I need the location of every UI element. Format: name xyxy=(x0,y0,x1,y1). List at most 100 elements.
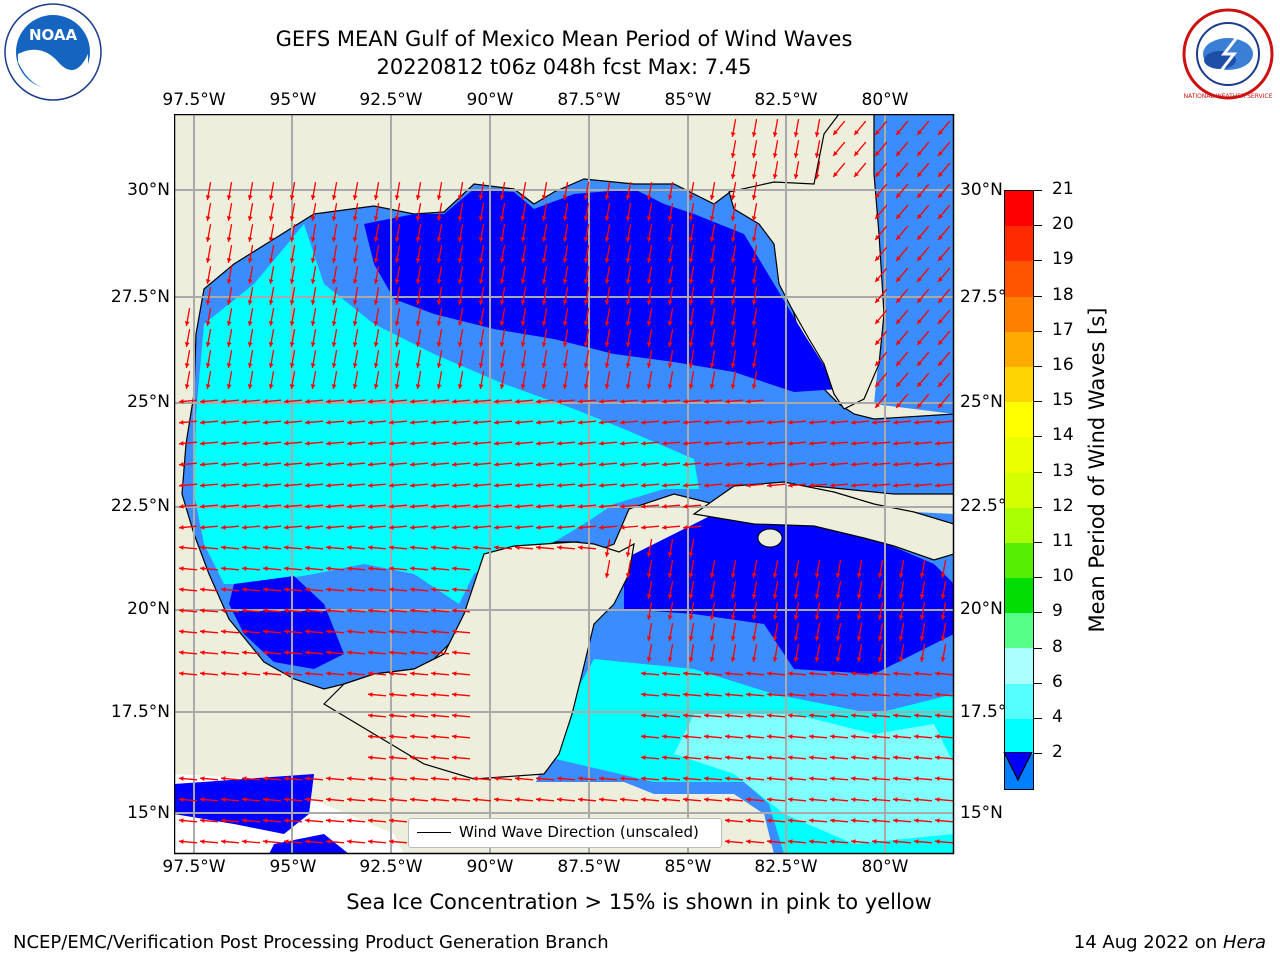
wind-arrow-head xyxy=(814,573,820,578)
wind-arrow-head xyxy=(914,797,919,802)
wind-arrow-head xyxy=(436,258,442,263)
wind-arrow-head xyxy=(478,321,484,326)
wind-arrow-head xyxy=(662,462,667,467)
wind-arrow-head xyxy=(938,130,943,135)
wind-arrow-head xyxy=(494,776,499,781)
wind-arrow-head xyxy=(352,384,358,389)
wind-arrow-head xyxy=(809,483,814,488)
wind-arrow-head xyxy=(604,552,610,557)
wind-arrow-head xyxy=(683,399,688,404)
wind-arrow-head xyxy=(457,384,463,389)
wind-arrow-head xyxy=(347,441,352,446)
wind-arrow-head xyxy=(704,755,709,760)
wind-arrow-head xyxy=(641,504,646,509)
wind-arrow-head xyxy=(667,300,673,305)
wind-arrow-head xyxy=(641,755,646,760)
wind-arrow-head xyxy=(242,399,247,404)
wind-arrow-head xyxy=(620,399,625,404)
sea-ice-note: Sea Ice Concentration > 15% is shown in … xyxy=(346,890,932,914)
wind-arrow-head xyxy=(709,636,715,641)
wind-arrow-head xyxy=(688,195,694,200)
wind-arrow-head xyxy=(620,441,625,446)
wind-arrow-head xyxy=(352,216,358,221)
wind-arrow-head xyxy=(247,300,253,305)
wind-arrow-head xyxy=(368,839,373,844)
wind-arrow-head xyxy=(263,587,268,592)
wind-arrow-head xyxy=(242,818,247,823)
wind-arrow-head xyxy=(410,525,415,530)
wind-arrow-head xyxy=(578,462,583,467)
wind-arrow-head xyxy=(473,525,478,530)
wind-arrow-head xyxy=(788,462,793,467)
wind-arrow-head xyxy=(200,587,205,592)
florida xyxy=(728,114,885,410)
wind-arrow-head xyxy=(788,734,793,739)
wind-arrow-head xyxy=(751,573,757,578)
wind-arrow-head xyxy=(562,237,568,242)
wind-arrow-head xyxy=(431,462,436,467)
wind-arrow-head xyxy=(625,237,631,242)
wind-arrow-head xyxy=(793,153,799,158)
wind-arrow-head xyxy=(415,384,421,389)
wind-arrow-head xyxy=(835,594,841,599)
wind-arrow-head xyxy=(452,566,457,571)
footer-date-text: 14 Aug 2022 on xyxy=(1073,932,1223,953)
wind-arrow-head xyxy=(541,195,547,200)
wind-arrow-head xyxy=(431,566,436,571)
wind-arrow-head xyxy=(389,734,394,739)
footer-host: Hera xyxy=(1222,932,1266,953)
wind-arrow-head xyxy=(389,629,394,634)
wind-arrow-head xyxy=(326,629,331,634)
colorbar-segment xyxy=(1005,402,1033,438)
wind-arrow-head xyxy=(284,420,289,425)
wind-arrow-head xyxy=(431,420,436,425)
wind-arrow-head xyxy=(730,573,736,578)
wind-arrow-head xyxy=(310,237,316,242)
wind-arrow-head xyxy=(452,629,457,634)
wind-arrow-head xyxy=(646,258,652,263)
wind-arrow-head xyxy=(620,504,625,509)
wind-arrow-head xyxy=(200,671,205,676)
wind-arrow-head xyxy=(515,776,520,781)
wind-arrow-head xyxy=(179,483,184,488)
wind-arrow-head xyxy=(914,420,919,425)
wind-arrow-head xyxy=(872,818,877,823)
wind-arrow-head xyxy=(914,671,919,676)
lon-label: 95°W xyxy=(269,857,317,877)
wind-arrow-head xyxy=(688,279,694,284)
wind-arrow-head xyxy=(896,382,901,387)
wind-arrow-head xyxy=(704,797,709,802)
colorbar-segment xyxy=(1005,507,1033,543)
wind-arrow-head xyxy=(788,671,793,676)
colorbar-segment xyxy=(1005,191,1033,227)
wind-arrow-head xyxy=(662,441,667,446)
wind-arrow-head xyxy=(620,776,625,781)
wind-arrow-head xyxy=(326,462,331,467)
wind-arrow-head xyxy=(599,420,604,425)
wind-arrow-head xyxy=(263,797,268,802)
wind-arrow-head xyxy=(709,195,715,200)
wind-arrow-head xyxy=(893,483,898,488)
wind-arrow-head xyxy=(877,573,883,578)
wind-arrow-head xyxy=(410,420,415,425)
wind-arrow-head xyxy=(436,216,442,221)
wind-arrow-head xyxy=(875,235,880,240)
wind-arrow-head xyxy=(809,692,814,697)
colorbar-tick-label: 20 xyxy=(1052,214,1074,235)
wind-arrow-head xyxy=(683,420,688,425)
wind-arrow-head xyxy=(583,384,589,389)
wind-arrow-head xyxy=(814,153,820,158)
wind-arrow-head xyxy=(835,657,841,662)
wind-arrow-head xyxy=(263,399,268,404)
wind-arrow-head xyxy=(809,734,814,739)
wind-arrow-head xyxy=(499,216,505,221)
wind-arrow-head xyxy=(389,776,394,781)
wind-arrow-head xyxy=(725,671,730,676)
wind-arrow-head xyxy=(709,216,715,221)
colorbar-tick xyxy=(1034,471,1042,473)
wind-arrow-head xyxy=(688,384,694,389)
wind-arrow-head xyxy=(641,525,646,530)
wind-arrow-head xyxy=(473,441,478,446)
map-frame xyxy=(174,114,955,855)
wind-arrow-head xyxy=(898,615,904,620)
